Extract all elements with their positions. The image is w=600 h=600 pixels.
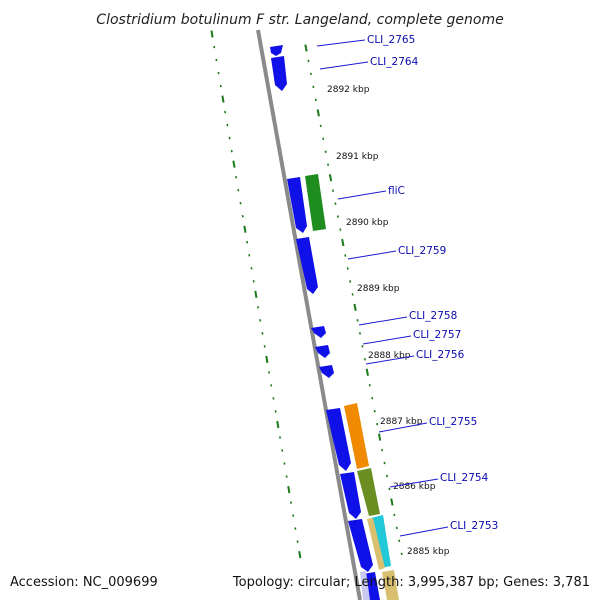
gene-label-cli-2754[interactable]: CLI_2754 — [440, 472, 489, 484]
left-ruler-major-tick — [221, 95, 225, 103]
left-ruler-major-tick — [210, 30, 214, 38]
gene-arrow-cli-2753-cds[interactable] — [348, 519, 373, 572]
right-ruler-major-tick — [316, 109, 320, 117]
right-ruler-major-tick — [353, 303, 357, 312]
right-ruler-major-tick — [390, 498, 394, 506]
right-ruler-major-tick — [304, 44, 308, 52]
kbp-label: 2886 kbp — [393, 482, 436, 492]
gene-label-cli-2765[interactable]: CLI_2765 — [367, 34, 415, 46]
kbp-label: 2889 kbp — [357, 284, 400, 294]
gene-label-cli-2759[interactable]: CLI_2759 — [398, 245, 446, 257]
right-ruler-major-tick — [377, 433, 382, 441]
kbp-label: 2888 kbp — [368, 351, 411, 361]
kbp-label: 2891 kbp — [336, 152, 379, 162]
right-ruler-major-tick — [328, 174, 333, 182]
left-ruler-major-tick — [298, 551, 302, 559]
gene-arrow-flic-cds[interactable] — [287, 177, 307, 233]
gene-label-cli-2753[interactable]: CLI_2753 — [450, 520, 498, 532]
kbp-label: 2892 kbp — [327, 85, 370, 95]
gene-arrow-cli-2759[interactable] — [296, 237, 318, 294]
gene-label-cli-2758[interactable]: CLI_2758 — [409, 310, 457, 322]
kbp-label: 2885 kbp — [407, 547, 450, 557]
gene-arrow-cli-2754-cds[interactable] — [340, 472, 361, 519]
gene-arrow-cli-2755-cds[interactable] — [326, 408, 351, 471]
feature-cli-2753-secondary — [367, 518, 385, 570]
map-title: Clostridium botulinum F str. Langeland, … — [96, 12, 503, 28]
gene-callout-lines — [316, 39, 449, 537]
gene-label-cli-2764[interactable]: CLI_2764 — [370, 56, 419, 68]
right-ruler-major-tick — [341, 238, 345, 247]
left-ruler-major-tick — [287, 485, 291, 494]
gene-label-cli-2755[interactable]: CLI_2755 — [429, 416, 477, 428]
left-ruler-major-tick — [232, 160, 236, 168]
gene-label-cli-2756[interactable]: CLI_2756 — [416, 349, 465, 361]
genome-backbone — [256, 29, 362, 600]
kbp-label: 2890 kbp — [346, 218, 389, 228]
gene-features — [270, 45, 399, 600]
feature-cli-2753[interactable] — [371, 515, 391, 568]
left-ruler-major-tick — [254, 290, 258, 298]
gene-label-flic[interactable]: fliC — [388, 185, 405, 197]
kbp-labels: 2892 kbp 2891 kbp 2890 kbp 2889 kbp 2888… — [327, 85, 450, 557]
tick-ruler-right — [304, 44, 403, 556]
kbp-label: 2887 kbp — [380, 417, 423, 427]
gene-arrow-cli-2756[interactable] — [319, 365, 334, 378]
feature-flic[interactable] — [305, 174, 326, 231]
genome-stats: Topology: circular; Length: 3,995,387 bp… — [232, 575, 590, 590]
left-ruler-major-tick — [265, 355, 269, 364]
accession-label: Accession: NC_009699 — [10, 575, 158, 590]
feature-next-2 — [382, 570, 399, 600]
gene-label-cli-2757[interactable]: CLI_2757 — [413, 329, 461, 341]
left-ruler-major-tick — [243, 225, 247, 233]
gene-arrow-cli-2758[interactable] — [311, 326, 326, 338]
gene-arrow-cli-2764[interactable] — [271, 56, 287, 91]
gene-arrow-cli-2757[interactable] — [315, 345, 330, 358]
feature-cli-2755[interactable] — [344, 403, 369, 469]
left-ruler-major-tick — [276, 420, 280, 429]
right-ruler-major-tick — [365, 368, 369, 376]
feature-cli-2754[interactable] — [357, 468, 380, 516]
gene-arrow-cli-2765[interactable] — [270, 45, 283, 56]
gene-labels: CLI_2765 CLI_2764 fliC CLI_2759 CLI_2758… — [367, 34, 498, 532]
tick-ruler-left — [210, 30, 302, 559]
feature-next-1 — [360, 571, 370, 600]
